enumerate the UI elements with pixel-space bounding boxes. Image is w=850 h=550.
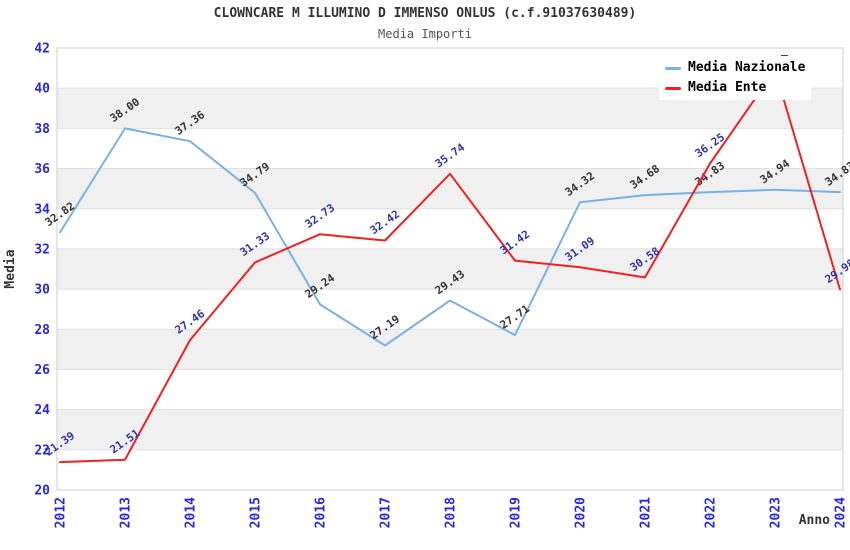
plot-band bbox=[57, 409, 843, 450]
y-axis-title: Media bbox=[3, 249, 18, 288]
x-axis-title: Anno bbox=[799, 513, 830, 528]
data-label: 27.71 bbox=[498, 302, 533, 332]
legend[interactable]: Media Nazionale Media Ente bbox=[659, 56, 811, 100]
x-tick-label: 2015 bbox=[249, 497, 264, 528]
chart-subtitle: Media Importi bbox=[378, 27, 472, 41]
y-tick-label: 22 bbox=[34, 443, 50, 458]
y-tick-label: 26 bbox=[34, 363, 50, 378]
x-tick-label: 2020 bbox=[574, 497, 589, 528]
plot-band bbox=[57, 248, 843, 290]
y-tick-label: 40 bbox=[34, 82, 50, 97]
legend-line-sample-red bbox=[665, 86, 681, 90]
legend-item-media-nazionale[interactable]: Media Nazionale bbox=[659, 60, 811, 76]
legend-label: Media Nazionale bbox=[688, 60, 806, 75]
y-tick-label: 42 bbox=[34, 42, 50, 57]
x-tick-label: 2023 bbox=[769, 497, 784, 528]
x-tick-label: 2018 bbox=[444, 497, 459, 528]
x-tick-label: 2019 bbox=[509, 497, 524, 528]
legend-item-media-ente[interactable]: Media Ente bbox=[659, 80, 811, 96]
x-tick-label: 2014 bbox=[184, 497, 199, 528]
y-tick-label: 28 bbox=[34, 323, 50, 338]
legend-line-sample-blue bbox=[665, 66, 681, 70]
series-line-media-nazionale bbox=[59, 127, 841, 347]
y-tick-label: 38 bbox=[34, 122, 50, 137]
y-tick-label: 36 bbox=[34, 162, 50, 177]
y-tick-label: 30 bbox=[34, 283, 50, 298]
y-tick-label: 32 bbox=[34, 242, 50, 257]
y-tick-label: 34 bbox=[34, 202, 50, 217]
series-line-media-ente bbox=[59, 69, 841, 464]
y-tick-label: 24 bbox=[34, 403, 50, 418]
legend-label: Media Ente bbox=[688, 80, 767, 95]
data-label: 35.74 bbox=[433, 141, 468, 171]
x-tick-label: 2021 bbox=[639, 497, 654, 528]
x-tick-label: 2012 bbox=[54, 497, 69, 528]
x-tick-label: 2022 bbox=[704, 497, 719, 528]
plot-border bbox=[56, 47, 844, 491]
x-tick-label: 2013 bbox=[119, 497, 134, 528]
data-label: 32.42 bbox=[368, 207, 403, 237]
plot-band bbox=[57, 329, 843, 370]
x-tick-label: 2016 bbox=[314, 497, 329, 528]
chart-title: CLOWNCARE M ILLUMINO D IMMENSO ONLUS (c.… bbox=[213, 6, 637, 21]
x-tick-label: 2024 bbox=[834, 497, 849, 528]
x-tick-label: 2017 bbox=[379, 497, 394, 528]
y-tick-label: 20 bbox=[34, 484, 50, 499]
